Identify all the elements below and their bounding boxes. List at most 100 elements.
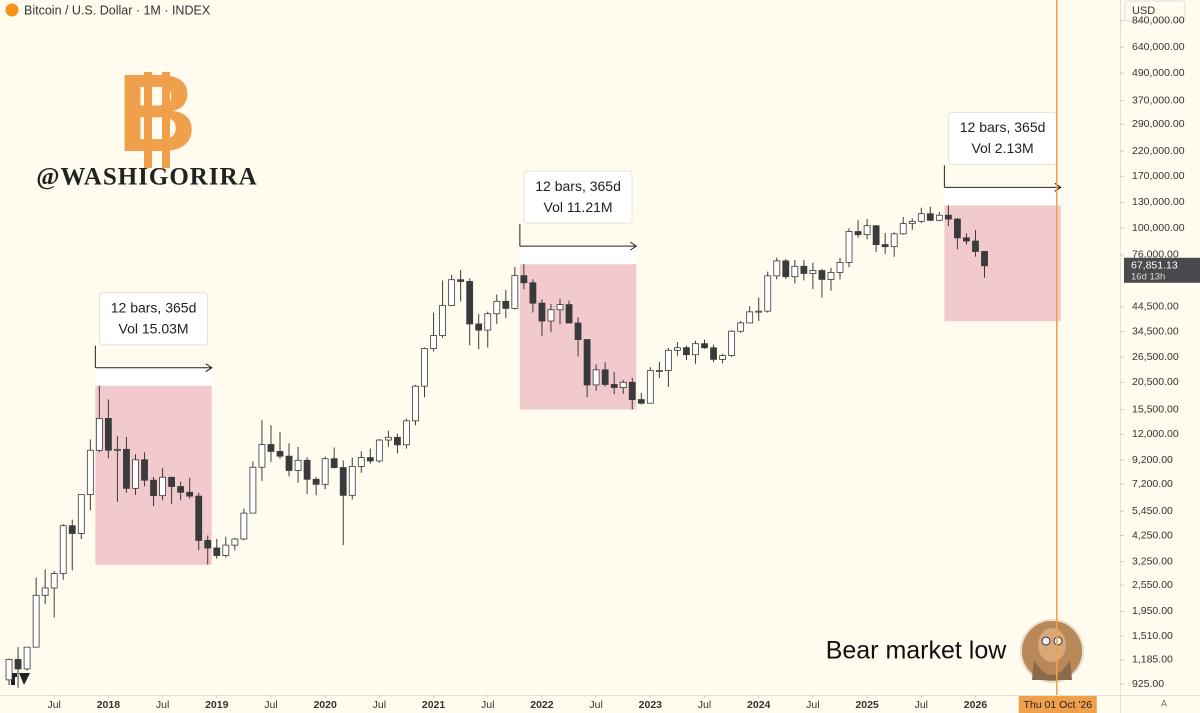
date-tag — [1018, 696, 1097, 713]
candle-body — [728, 330, 736, 356]
y-tick-label: 1,185.00 — [1132, 654, 1173, 666]
caption: Bear market low — [826, 637, 1008, 665]
candle-body — [267, 444, 275, 452]
candle-body — [204, 540, 212, 549]
currency: USD — [1132, 5, 1155, 17]
candle-body — [330, 458, 338, 468]
y-tick-label: 370,000.00 — [1132, 94, 1185, 106]
candle-body — [339, 467, 347, 496]
symbol-icon — [5, 3, 19, 17]
candle-body — [132, 459, 139, 489]
candle-body — [583, 339, 591, 386]
candle-body — [972, 240, 979, 252]
candle-body — [899, 223, 907, 235]
candle-body — [104, 418, 112, 451]
candle-body — [357, 457, 365, 467]
price-tag-value: 67,851.13 — [1131, 260, 1178, 272]
candle-body — [285, 455, 293, 471]
candle-body — [177, 486, 185, 493]
candle-body — [366, 457, 374, 462]
candle-body — [394, 436, 401, 446]
candle-body — [123, 448, 130, 489]
logo-stroke — [162, 72, 170, 168]
arrow-head — [205, 363, 213, 373]
candle-body — [520, 275, 528, 284]
candle-body — [565, 304, 573, 324]
measure-band — [944, 187, 1061, 206]
candle-body — [719, 355, 726, 360]
measure-volume: Vol 2.13M — [971, 140, 1033, 156]
y-tick-label: 44,500.00 — [1132, 301, 1179, 313]
candle-body — [574, 322, 582, 340]
candle-body — [710, 347, 717, 360]
date-tag-label: Thu 01 Oct '26 — [1024, 699, 1093, 711]
candle-body — [818, 270, 826, 280]
x-tick-label: Jul — [47, 699, 60, 711]
candle-body — [222, 544, 230, 556]
x-tick-label: 2026 — [964, 699, 988, 711]
candle-body — [755, 310, 763, 313]
measure-box — [944, 205, 1061, 322]
x-tick-label: Jul — [264, 699, 277, 711]
price-tag — [1124, 257, 1200, 283]
x-tick-label: Jul — [373, 699, 386, 711]
candle-body — [421, 348, 428, 387]
logo-stroke — [144, 72, 152, 168]
candle-body — [646, 370, 654, 404]
measure-volume: Vol 11.21M — [544, 199, 613, 215]
candle-body — [502, 300, 510, 309]
y-tick-label: 7,200.00 — [1132, 478, 1173, 490]
candle-body — [926, 213, 934, 221]
y-tick-label: 100,000.00 — [1132, 222, 1185, 234]
chart-title: Bitcoin / U.S. Dollar · 1M · INDEX — [24, 3, 211, 17]
candle-body — [213, 547, 221, 556]
candle-body — [348, 466, 356, 496]
auto-scale[interactable]: A — [1161, 698, 1167, 708]
x-tick-label: 2019 — [205, 699, 229, 711]
x-tick-label: 2024 — [747, 699, 771, 711]
candle-body — [493, 300, 501, 315]
candle-body — [782, 260, 790, 278]
candle-body — [231, 538, 239, 546]
candle-body — [674, 347, 681, 351]
candle-body — [773, 260, 781, 277]
measure-label-box — [99, 292, 209, 346]
y-tick-label: 170,000.00 — [1132, 170, 1185, 182]
x-tick-label: Jul — [156, 699, 169, 711]
candle-body — [375, 439, 383, 462]
candle-body — [150, 479, 157, 497]
candle-body — [610, 384, 618, 388]
candle-body — [863, 225, 871, 236]
candle-body — [601, 369, 609, 385]
candle-body — [764, 275, 772, 312]
candle-body — [294, 459, 302, 471]
candle-body — [77, 494, 85, 534]
price-tag-countdown: 16d 13h — [1131, 271, 1165, 282]
measure-band — [519, 246, 637, 265]
watermark: B @WASHIGORIRA — [36, 52, 256, 191]
x-tick-label: 2023 — [639, 699, 663, 711]
y-tick-label: 12,000.00 — [1132, 428, 1179, 440]
candle-body — [484, 313, 492, 331]
x-tick-label: 2020 — [313, 699, 337, 711]
candle-body — [592, 369, 600, 386]
candle-body — [963, 237, 970, 242]
candle-body — [249, 466, 257, 514]
candle-body — [935, 214, 943, 221]
candle-body — [854, 231, 862, 236]
candle-body — [954, 218, 961, 239]
y-tick-label: 76,000.00 — [1132, 249, 1179, 261]
currency-button[interactable] — [1124, 0, 1186, 22]
candle-body — [384, 436, 392, 441]
y-tick-label: 26,500.00 — [1132, 351, 1179, 363]
candle-body — [448, 279, 456, 306]
candle-body — [547, 309, 555, 322]
measure-band — [95, 367, 212, 386]
y-tick-label: 9,200.00 — [1132, 454, 1173, 466]
measure-box — [95, 385, 212, 565]
y-tick-label: 840,000.00 — [1132, 15, 1185, 27]
candle-body — [908, 220, 916, 225]
y-tick-label: 130,000.00 — [1132, 196, 1185, 208]
